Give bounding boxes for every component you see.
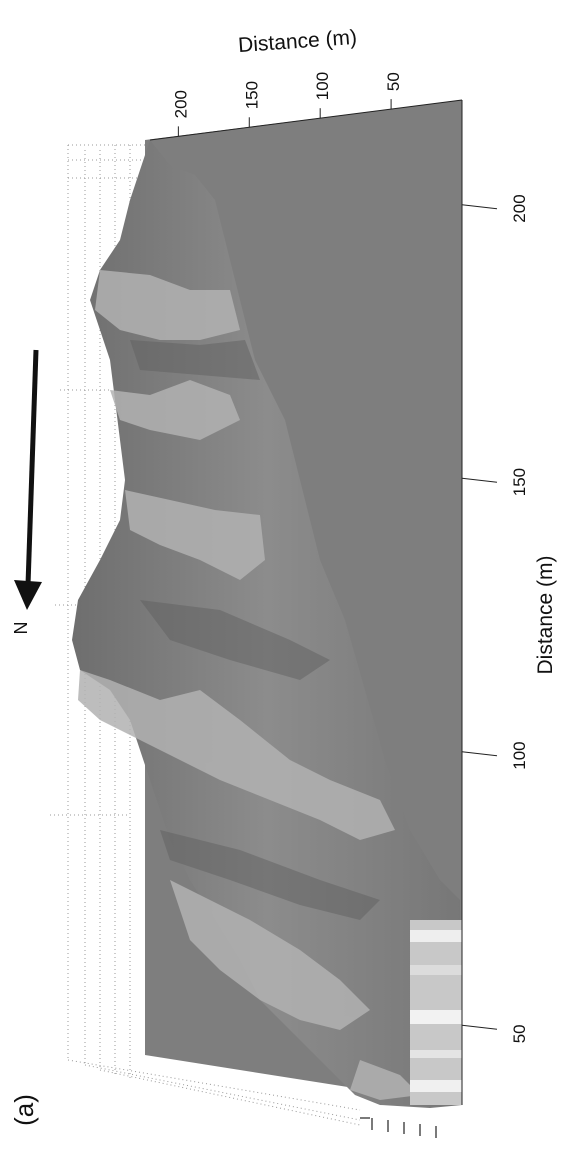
right-axis-tick-label: 150 (510, 468, 529, 496)
top-axis-tick-label: 100 (313, 72, 332, 100)
right-axis: 200 150 100 50 Distance (m) (461, 100, 557, 1105)
right-axis-tick (461, 1024, 498, 1030)
right-axis-tick (461, 751, 498, 757)
surface-highlights (78, 270, 420, 1100)
north-label: N (11, 622, 31, 635)
right-axis-label: Distance (m) (534, 555, 557, 674)
vertical-axis-ticks (360, 1117, 437, 1138)
right-axis-tick-label: 200 (510, 194, 529, 222)
surface-shadows (130, 340, 380, 920)
right-axis-tick-label: 50 (510, 1024, 529, 1043)
right-axis-tick-label: 100 (510, 741, 529, 769)
panel-label: (a) (9, 1094, 39, 1126)
front-edge (410, 920, 462, 1105)
top-axis-tick-label: 150 (242, 81, 261, 109)
right-axis-tick (461, 204, 498, 210)
top-axis-tick-label: 50 (384, 72, 403, 91)
top-axis-tick-label: 200 (171, 90, 190, 118)
terrain-surface (72, 140, 462, 1108)
top-axis-label: Distance (m) (237, 26, 357, 57)
right-axis-tick (461, 477, 498, 483)
north-arrow (14, 349, 42, 610)
